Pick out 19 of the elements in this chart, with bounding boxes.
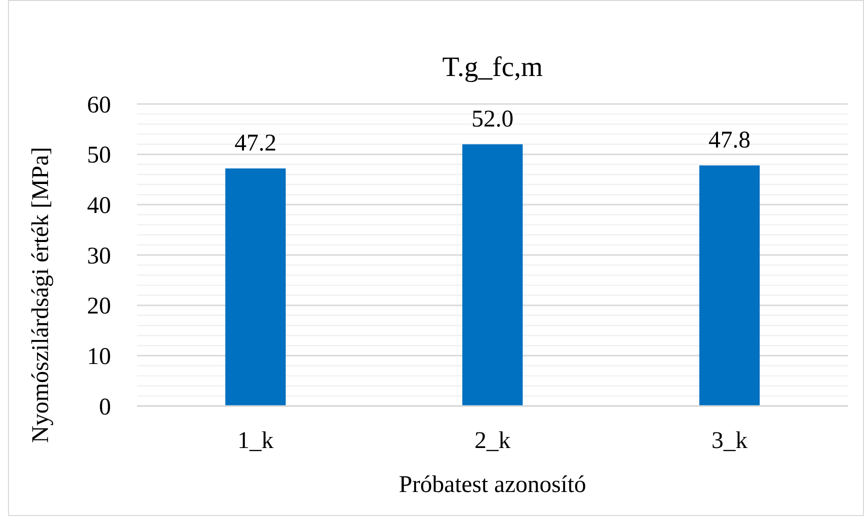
y-tick-label: 0 [99, 394, 111, 420]
data-label: 47.2 [234, 130, 276, 156]
y-axis-title: Nyomószilárdsági érték [MPa] [28, 147, 54, 443]
x-axis-title: Próbatest azonosító [398, 472, 586, 498]
x-tick-label: 1_k [238, 428, 274, 454]
bar [462, 144, 523, 406]
bar [225, 168, 286, 406]
chart-title: T.g_fc,m [442, 52, 543, 83]
y-tick-label: 50 [87, 142, 111, 169]
data-label: 52.0 [472, 106, 514, 132]
y-tick-label: 10 [87, 344, 111, 370]
y-tick-label: 40 [87, 193, 111, 220]
x-tick-label: 2_k [474, 428, 510, 454]
y-tick-label: 60 [87, 92, 111, 118]
data-label: 47.8 [708, 127, 750, 154]
bar [699, 165, 760, 406]
x-tick-label: 3_k [712, 428, 748, 454]
y-tick-label: 30 [87, 243, 111, 270]
y-tick-label: 20 [87, 294, 111, 320]
